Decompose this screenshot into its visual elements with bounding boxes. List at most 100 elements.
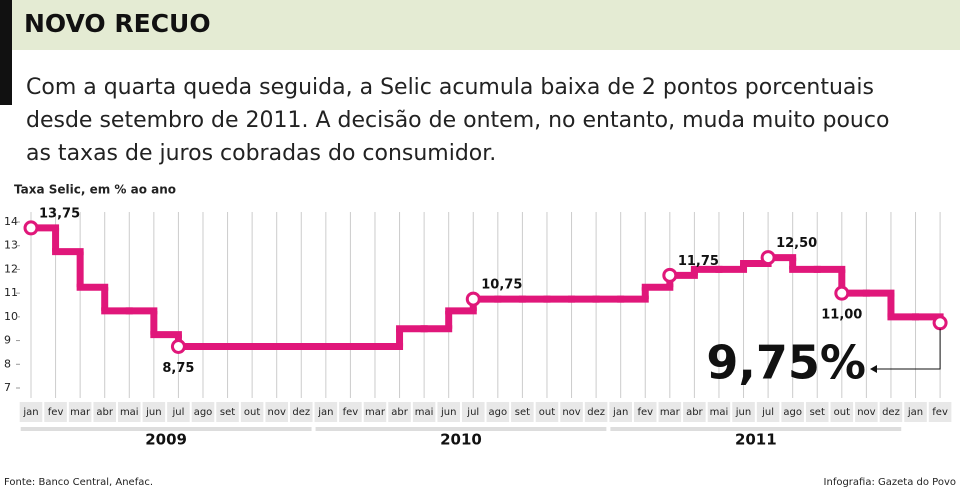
month-label-bg	[142, 402, 166, 422]
x-tick-label: mai	[415, 407, 434, 418]
y-tick-label: 14	[4, 215, 18, 228]
month-label-bg	[19, 402, 43, 422]
x-tick-label: nov	[857, 407, 875, 418]
month-label-bg	[830, 402, 854, 422]
x-tick-label: mai	[710, 407, 729, 418]
x-tick-label: mai	[120, 407, 139, 418]
x-tick-label: jun	[145, 407, 161, 418]
x-tick-label: fev	[343, 407, 359, 418]
x-tick-label: jan	[22, 407, 38, 418]
month-label-bg	[240, 402, 264, 422]
month-label-bg	[732, 402, 755, 422]
x-tick-label: jun	[440, 407, 456, 418]
month-label-bg	[609, 402, 632, 422]
header-band	[0, 0, 960, 50]
value-label: 8,75	[162, 361, 194, 376]
y-axis-label: Taxa Selic, em % ao ano	[14, 183, 176, 197]
month-label-bg	[584, 402, 608, 422]
arrow-head	[870, 365, 877, 373]
year-band	[315, 427, 607, 431]
month-label-bg	[363, 402, 387, 422]
subtitle-line: Com a quarta queda seguida, a Selic acum…	[26, 75, 874, 100]
x-tick-label: jan	[317, 407, 333, 418]
month-label-bg	[68, 402, 92, 422]
highlight-point	[662, 267, 678, 283]
month-label-bg	[167, 402, 190, 422]
month-label-bg	[707, 402, 731, 422]
month-label-bg	[781, 402, 804, 422]
month-label-bg	[44, 402, 67, 422]
month-label-bg	[412, 402, 436, 422]
month-label-bg	[437, 402, 460, 422]
month-label-bg	[289, 402, 313, 422]
x-tick-label: jan	[907, 407, 923, 418]
value-label: 12,50	[776, 236, 817, 251]
x-tick-label: fev	[637, 407, 653, 418]
x-tick-label: nov	[268, 407, 286, 418]
x-tick-label: mar	[660, 407, 681, 418]
x-tick-label: dez	[292, 407, 310, 418]
month-label-bg	[461, 402, 485, 422]
y-tick-label: 9	[4, 334, 11, 347]
month-label-bg	[805, 402, 829, 422]
month-label-bg	[928, 402, 952, 422]
year-band	[20, 427, 312, 431]
x-tick-label: abr	[96, 407, 113, 418]
x-tick-label: abr	[686, 407, 703, 418]
title: NOVO RECUO	[24, 9, 211, 38]
highlight-point	[465, 291, 481, 307]
y-tick-label: 11	[4, 286, 18, 299]
month-label-bg	[855, 402, 878, 422]
month-label-bg	[117, 402, 141, 422]
month-label-bg	[756, 402, 780, 422]
x-tick-label: out	[244, 407, 260, 418]
value-label: 11,75	[678, 254, 719, 269]
x-tick-label: jul	[761, 407, 774, 418]
x-tick-label: ago	[194, 407, 213, 418]
x-tick-label: out	[834, 407, 850, 418]
x-tick-label: jul	[171, 407, 184, 418]
x-tick-label: dez	[882, 407, 900, 418]
subtitle-line: desde setembro de 2011. A decisão de ont…	[26, 108, 889, 133]
month-label-bg	[535, 402, 559, 422]
month-label-bg	[633, 402, 657, 422]
month-label-bg	[388, 402, 411, 422]
y-tick-label: 8	[4, 357, 11, 370]
month-label-bg	[314, 402, 338, 422]
value-label: 11,00	[821, 308, 862, 323]
value-label: 10,75	[481, 278, 522, 293]
y-tick-label: 13	[4, 239, 18, 252]
month-label-bg	[511, 402, 534, 422]
month-label-bg	[658, 402, 682, 422]
year-band	[610, 427, 902, 431]
big-value-label: 9,75%	[706, 336, 866, 390]
subtitle-line: as taxas de juros cobradas do consumidor…	[26, 141, 496, 166]
month-label-bg	[560, 402, 583, 422]
month-label-bg	[93, 402, 116, 422]
x-tick-label: jul	[466, 407, 479, 418]
highlight-point	[834, 285, 850, 301]
header-bar	[0, 0, 12, 105]
highlight-point	[760, 250, 776, 266]
x-tick-label: nov	[562, 407, 580, 418]
source: Fonte: Banco Central, Anefac.	[4, 477, 153, 488]
x-tick-label: mar	[70, 407, 91, 418]
highlight-point	[170, 339, 186, 354]
x-tick-label: ago	[783, 407, 802, 418]
highlight-point	[23, 220, 39, 236]
x-tick-label: abr	[391, 407, 408, 418]
month-label-bg	[683, 402, 706, 422]
y-tick-label: 12	[4, 262, 18, 275]
x-tick-label: dez	[587, 407, 605, 418]
x-tick-label: set	[810, 407, 825, 418]
month-label-bg	[191, 402, 215, 422]
big-label-arrow	[872, 328, 941, 370]
y-tick-label: 7	[4, 381, 11, 394]
year-label: 2010	[440, 431, 482, 449]
month-label-bg	[339, 402, 362, 422]
month-label-bg	[486, 402, 510, 422]
x-tick-label: out	[539, 407, 555, 418]
highlight-point	[932, 315, 948, 331]
x-tick-label: set	[220, 407, 235, 418]
